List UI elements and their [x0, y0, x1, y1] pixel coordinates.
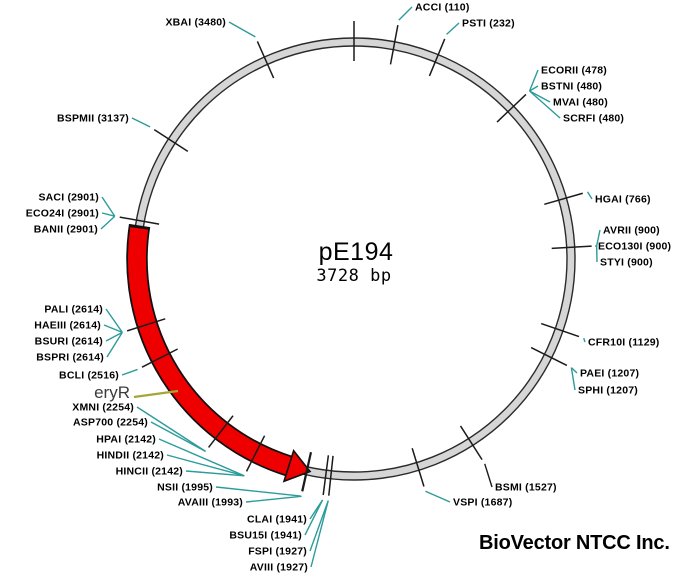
site-tick-1129 — [540, 322, 580, 338]
site-label-scrfi: SCRFI (480) — [563, 113, 624, 125]
site-label-avrii: AVRII (900) — [603, 225, 660, 237]
site-label-sphi: SPHI (1207) — [578, 385, 638, 397]
site-label-hgai: HGAI (766) — [595, 194, 651, 206]
leader-line-paei — [570, 367, 578, 374]
site-label-haeiii: HAEIII (2614) — [34, 320, 101, 332]
leader-line-sphi — [570, 367, 576, 391]
leader-line-bsu15i — [304, 499, 324, 536]
leader-line-bsuri — [105, 331, 123, 342]
leader-line-acci — [398, 6, 413, 21]
site-label-nsii: NSII (1995) — [157, 482, 213, 494]
site-label-clai: CLAI (1941) — [247, 514, 307, 526]
site-label-psti: PSTI (232) — [462, 18, 515, 30]
gene-arrowhead — [282, 449, 312, 483]
site-label-bcli: BCLI (2516) — [59, 370, 119, 382]
site-label-hpai: HPAI (2142) — [96, 434, 156, 446]
site-tick-232 — [428, 38, 446, 77]
site-label-saci: SACI (2901) — [38, 192, 99, 204]
leader-line-cfr10i — [583, 337, 586, 343]
site-label-asp700: ASP700 (2254) — [73, 417, 148, 429]
leader-line-eco24i — [101, 212, 115, 217]
leader-line-bspmii — [131, 117, 151, 128]
leader-line-bsmi — [484, 463, 493, 488]
site-label-mvai: MVAI (480) — [553, 97, 608, 109]
site-tick-479 — [496, 93, 527, 123]
leader-line-avrii — [595, 229, 601, 247]
leader-line-scrfi — [529, 90, 561, 119]
site-tick-1941 — [322, 455, 330, 496]
leader-line-saci — [101, 196, 116, 217]
leader-line-mvai — [529, 90, 551, 103]
site-tick-1993 — [301, 452, 313, 492]
site-label-vspi: VSPI (1687) — [453, 497, 512, 509]
site-tick-1207 — [530, 346, 568, 367]
site-label-avaiii: AVAIII (1993) — [178, 497, 243, 509]
site-label-bsu15i: BSU15I (1941) — [229, 530, 302, 542]
site-tick-2254 — [207, 415, 234, 448]
leader-line-hgai — [586, 191, 593, 200]
site-label-aviii: AVIII (1927) — [250, 562, 308, 574]
site-label-fspi: FSPI (1927) — [248, 546, 307, 558]
site-label-styi: STYI (900) — [600, 257, 653, 269]
site-label-bspri: BSPRI (2614) — [36, 352, 104, 364]
gene-label-eryR: eryR — [94, 383, 130, 402]
site-tick-110 — [389, 24, 399, 65]
site-label-bspmii: BSPMII (3137) — [57, 113, 129, 125]
site-label-ecorii: ECORII (478) — [541, 65, 607, 77]
leader-line-hincii — [185, 470, 245, 477]
site-label-cfr10i: CFR10I (1129) — [588, 337, 659, 349]
gene-callout-line — [133, 389, 179, 399]
leader-line-bcli — [121, 368, 138, 376]
site-tick-3480 — [256, 41, 275, 79]
gene-arc — [128, 227, 292, 475]
leader-line-xbai — [228, 21, 256, 38]
leader-line-pali — [105, 308, 123, 333]
leader-line-ecorii — [528, 69, 539, 92]
leader-line-banii — [100, 215, 116, 230]
leader-line-vspi — [425, 490, 451, 503]
leader-line-psti — [446, 22, 460, 35]
site-label-acci: ACCI (110) — [415, 2, 470, 14]
leader-line-asp700 — [150, 421, 206, 452]
leader-line-nsii — [215, 486, 301, 497]
site-label-bsuri: BSURI (2614) — [35, 336, 103, 348]
leader-line-bstni — [529, 85, 539, 92]
leader-line-xmni — [136, 406, 206, 452]
site-tick-2901 — [119, 216, 160, 225]
site-label-xbai: XBAI (3480) — [165, 17, 226, 29]
plasmid-name: pE194 — [318, 238, 394, 266]
site-tick-766 — [544, 192, 583, 206]
site-label-xmni: XMNI (2254) — [72, 402, 134, 414]
leader-line-aviii — [310, 500, 329, 568]
site-label-paei: PAEI (1207) — [580, 368, 639, 380]
leader-line-hindii — [166, 454, 245, 477]
leader-line-avaiii — [245, 495, 302, 503]
leader-line-hpai — [158, 438, 245, 477]
site-label-hindii: HINDII (2142) — [97, 450, 164, 462]
site-label-eco130i: ECO130I (900) — [598, 241, 671, 253]
site-tick-3137 — [153, 128, 189, 152]
site-label-banii: BANII (2901) — [34, 224, 98, 236]
site-tick-1927 — [328, 455, 334, 496]
site-tick-1527 — [459, 425, 483, 461]
site-tick-2516 — [141, 348, 178, 368]
site-tick-2142 — [245, 435, 266, 472]
leader-line-bspri — [106, 332, 123, 358]
site-label-pali: PALI (2614) — [44, 304, 103, 316]
watermark-text: BioVector NTCC Inc. — [479, 532, 670, 554]
leader-line-haeiii — [103, 324, 123, 334]
site-label-eco24i: ECO24I (2901) — [26, 208, 99, 220]
site-tick-900 — [551, 245, 592, 250]
site-tick-1687 — [411, 448, 425, 487]
site-tick-2614 — [126, 318, 166, 332]
plasmid-size: 3728 bp — [316, 266, 392, 286]
site-label-bsmi: BSMI (1527) — [495, 482, 557, 494]
site-label-bstni: BSTNI (480) — [541, 81, 602, 93]
leader-line-fspi — [309, 500, 329, 552]
site-label-hincii: HINCII (2142) — [116, 466, 183, 478]
